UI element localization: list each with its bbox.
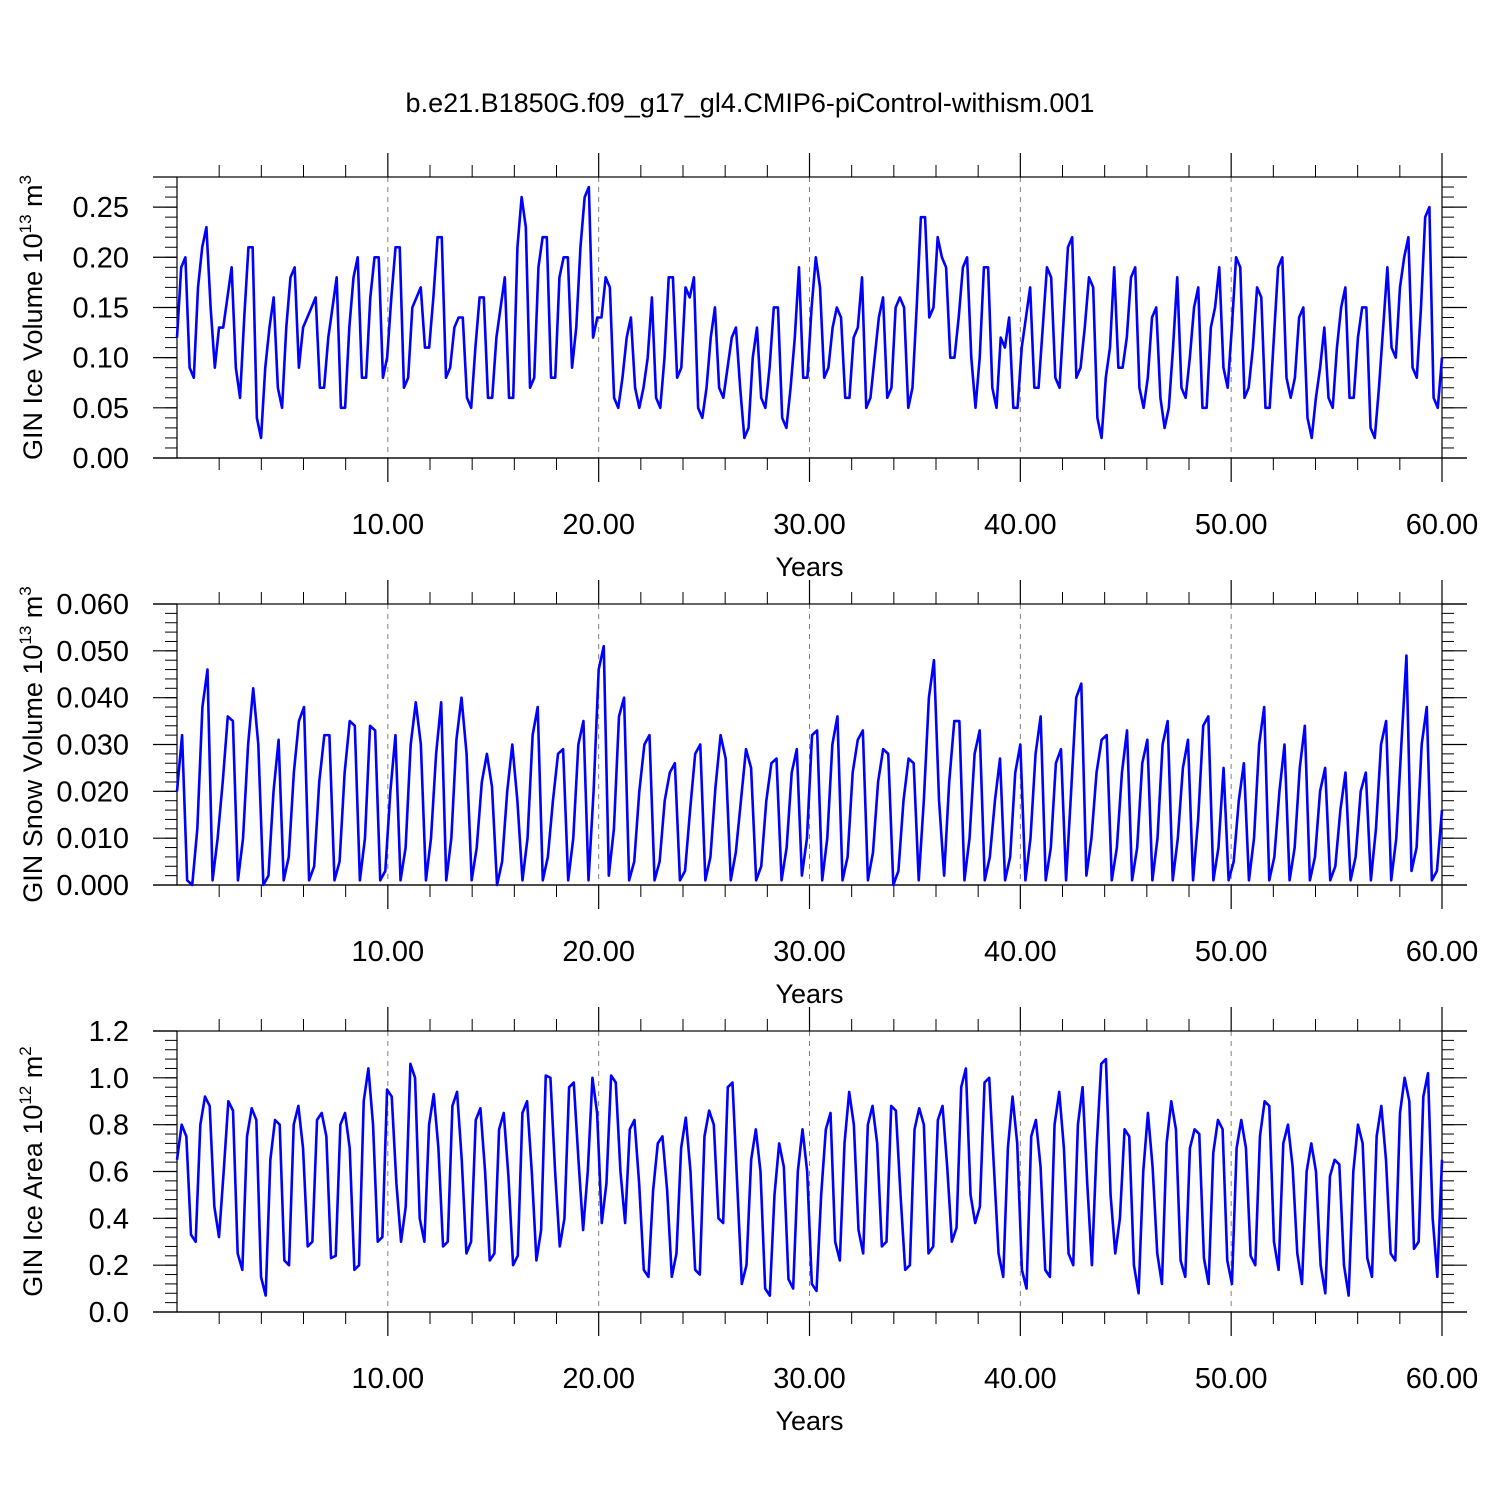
- x-tick-label-0: 10.00: [352, 509, 425, 541]
- y-tick-label-5: 0.050: [56, 636, 129, 668]
- y-axis-label-part-3: 2: [16, 1046, 35, 1055]
- y-tick-label-6: 0.060: [56, 589, 129, 621]
- y-tick-label-5: 1.0: [89, 1063, 129, 1095]
- x-tick-label-0: 10.00: [352, 936, 425, 968]
- y-axis-label-part-0: GIN Snow Volume 10: [18, 645, 48, 903]
- series-line-1: [175, 185, 1444, 440]
- y-axis-label: GIN Ice Volume 1013 m3: [16, 175, 48, 460]
- y-tick-label-3: 0.6: [89, 1157, 129, 1189]
- y-axis-label: GIN Ice Area 1012 m2: [16, 1046, 48, 1297]
- y-tick-label-1: 0.010: [56, 823, 129, 855]
- chart-title: b.e21.B1850G.f09_g17_gl4.CMIP6-piControl…: [406, 88, 1095, 118]
- x-tick-label-2: 30.00: [773, 936, 846, 968]
- y-axis-label-part-3: 3: [16, 175, 35, 184]
- y-axis-label-part-2: m: [18, 596, 48, 626]
- x-tick-label-3: 40.00: [984, 509, 1057, 541]
- y-axis-label-part-1: 12: [16, 1086, 35, 1105]
- x-tick-label-5: 60.00: [1406, 936, 1479, 968]
- panel-2: 0.000 0.010 0.020 0.030 0.040 0.050 0.060 10.00…: [16, 580, 1478, 1009]
- y-tick-label-4: 0.040: [56, 683, 129, 715]
- y-tick-label-1: 0.05: [73, 393, 129, 425]
- y-tick-label-3: 0.15: [73, 292, 129, 324]
- y-tick-label-4: 0.8: [89, 1110, 129, 1142]
- y-axis-label-part-1: 13: [16, 626, 35, 645]
- y-tick-label-2: 0.10: [73, 343, 129, 375]
- y-axis-label-part-1: 13: [16, 214, 35, 233]
- x-tick-label-4: 50.00: [1195, 509, 1268, 541]
- x-tick-label-4: 50.00: [1195, 936, 1268, 968]
- y-tick-label-3: 0.030: [56, 730, 129, 762]
- y-tick-label-4: 0.20: [73, 242, 129, 274]
- x-tick-label-2: 30.00: [773, 1363, 846, 1395]
- y-tick-label-2: 0.4: [89, 1203, 129, 1235]
- x-axis-label: Years: [775, 1406, 843, 1436]
- y-axis-label-part-2: m: [18, 1056, 48, 1086]
- y-tick-label-5: 0.25: [73, 192, 129, 224]
- x-tick-label-5: 60.00: [1406, 509, 1479, 541]
- panels: 0.00 0.05 0.10 0.15 0.20 0.25 10.00 20.00 30.00 4…: [16, 153, 1478, 1436]
- y-tick-label-0: 0.000: [56, 870, 129, 902]
- x-tick-label-1: 20.00: [562, 509, 635, 541]
- x-tick-label-5: 60.00: [1406, 1363, 1479, 1395]
- y-axis-label-part-0: GIN Ice Volume 10: [18, 233, 48, 460]
- panel-3: 0.0 0.2 0.4 0.6 0.8 1.0 1.2 10.00 20.00 30.00 40.0…: [16, 1007, 1478, 1436]
- x-tick-label-4: 50.00: [1195, 1363, 1268, 1395]
- y-axis-label: GIN Snow Volume 1013 m3: [16, 586, 48, 903]
- panel-1: 0.00 0.05 0.10 0.15 0.20 0.25 10.00 20.00 30.00 4…: [16, 153, 1478, 582]
- y-axis-label-part-2: m: [18, 184, 48, 214]
- x-tick-label-3: 40.00: [984, 936, 1057, 968]
- y-tick-label-0: 0.0: [89, 1297, 129, 1329]
- x-tick-label-2: 30.00: [773, 509, 846, 541]
- y-tick-label-2: 0.020: [56, 776, 129, 808]
- x-tick-label-1: 20.00: [562, 936, 635, 968]
- y-tick-label-1: 0.2: [89, 1250, 129, 1282]
- x-tick-label-3: 40.00: [984, 1363, 1057, 1395]
- y-axis-label-part-3: 3: [16, 586, 35, 595]
- y-axis-label-part-0: GIN Ice Area 10: [18, 1105, 48, 1297]
- series-line-1: [175, 644, 1444, 887]
- x-axis-label: Years: [775, 979, 843, 1009]
- x-tick-label-1: 20.00: [562, 1363, 635, 1395]
- y-tick-label-6: 1.2: [89, 1016, 129, 1048]
- series-line-1: [175, 1057, 1444, 1297]
- y-tick-label-0: 0.00: [73, 443, 129, 475]
- x-axis-label: Years: [775, 552, 843, 582]
- x-tick-label-0: 10.00: [352, 1363, 425, 1395]
